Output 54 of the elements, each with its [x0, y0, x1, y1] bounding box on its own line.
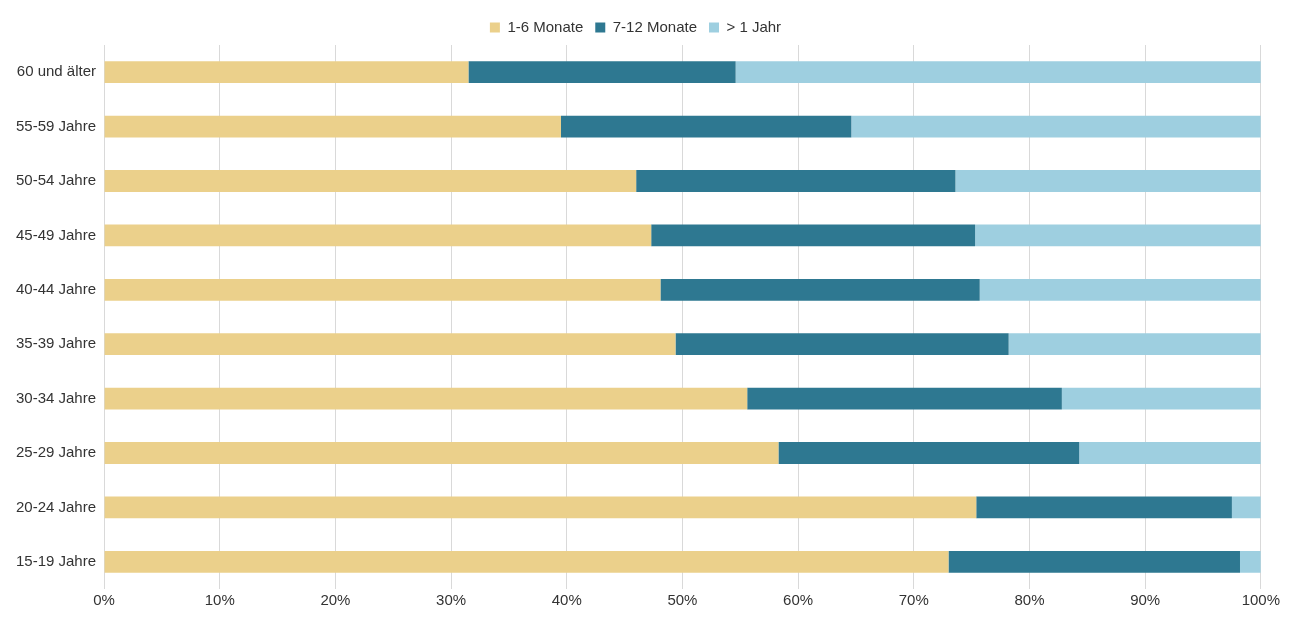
bar	[104, 170, 637, 192]
y-tick-label: 60 und älter	[16, 62, 97, 80]
x-tick-label: 20%	[320, 591, 351, 609]
bar	[955, 170, 1261, 192]
y-tick-label: 55-59 Jahre	[15, 116, 97, 134]
x-tick-label: 60%	[783, 591, 814, 609]
bar	[104, 333, 676, 356]
x-tick-label: 10%	[204, 591, 235, 609]
x-tick-label: 30%	[436, 591, 467, 609]
x-tick-label: 0%	[93, 591, 115, 609]
y-tick-label: 20-24 Jahre	[15, 497, 97, 515]
bar	[778, 442, 1080, 464]
bar	[104, 387, 748, 410]
x-tick-label: 50%	[667, 591, 698, 609]
bar	[976, 496, 1232, 519]
bar	[1008, 333, 1261, 356]
x-tick-label: 100%	[1241, 591, 1281, 609]
y-tick-label: 40-44 Jahre	[15, 279, 97, 297]
bar	[560, 115, 852, 138]
legend-label: 1-6 Monate	[507, 17, 584, 35]
y-tick-label: 15-19 Jahre	[15, 551, 97, 569]
x-tick-label: 80%	[1014, 591, 1045, 609]
bar	[735, 61, 1261, 84]
bar	[468, 61, 736, 84]
y-tick-label: 45-49 Jahre	[15, 225, 97, 243]
y-tick-label: 50-54 Jahre	[15, 171, 97, 189]
x-tick-label: 90%	[1130, 591, 1161, 609]
x-tick-label: 70%	[898, 591, 929, 609]
bar	[851, 115, 1261, 138]
bar	[104, 442, 779, 464]
y-tick-label: 25-29 Jahre	[15, 443, 97, 461]
bar	[104, 278, 661, 301]
bar	[948, 550, 1240, 573]
bar	[979, 278, 1261, 301]
bar	[1079, 442, 1261, 464]
y-tick-label: 30-34 Jahre	[15, 388, 97, 406]
bar	[651, 224, 976, 247]
bar	[1231, 496, 1261, 519]
legend-label: > 1 Jahr	[726, 17, 782, 35]
bar	[104, 224, 652, 247]
bar	[636, 170, 956, 192]
bar	[104, 496, 977, 519]
legend-label: 7-12 Monate	[612, 17, 697, 35]
bar	[104, 550, 949, 573]
bar	[104, 61, 469, 84]
y-tick-label: 35-39 Jahre	[15, 334, 97, 352]
bar	[747, 387, 1062, 410]
bar	[1240, 550, 1261, 573]
bar	[975, 224, 1261, 247]
bar	[660, 278, 980, 301]
x-tick-label: 40%	[551, 591, 582, 609]
bar	[1061, 387, 1261, 410]
bar	[675, 333, 1009, 356]
bar	[104, 115, 561, 138]
